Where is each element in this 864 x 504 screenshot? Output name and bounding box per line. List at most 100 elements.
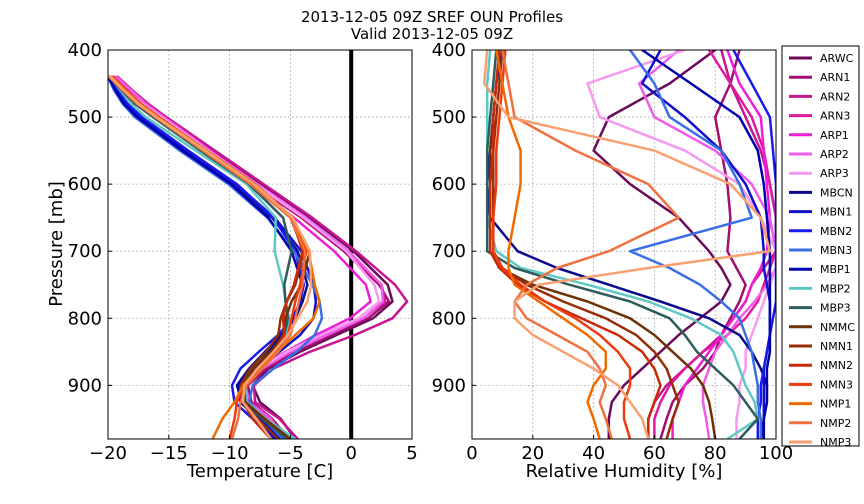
legend-label: MBN3 (820, 244, 852, 257)
series-line-arp3 (586, 50, 776, 439)
legend-label: ARP3 (820, 167, 849, 180)
y-tick-label: 700 (68, 241, 102, 262)
legend-label: MBP1 (820, 263, 851, 276)
humidity-x-ticks: 0 20 40 60 80 100 (466, 435, 793, 464)
legend-label: NMMC (820, 321, 855, 334)
legend-label: NMP1 (820, 398, 851, 411)
series-line-mbn1 (640, 50, 772, 439)
legend-label: NMP2 (820, 417, 851, 430)
humidity-axes-frame (471, 49, 777, 440)
legend-label: ARP1 (820, 129, 849, 142)
series-line-nmp2 (501, 50, 680, 439)
legend-entry: MBP3 (789, 302, 851, 315)
humidity-x-label: Relative Humidity [%] (526, 461, 723, 482)
legend-label: NMP3 (820, 436, 851, 449)
temperature-x-ticks: −20 −15 −10 −5 0 5 (89, 435, 418, 464)
legend-entry: MBN3 (789, 244, 852, 257)
y-tick-label: 900 (68, 375, 102, 396)
series-line-mbp3 (485, 50, 760, 439)
legend-entry: NMP2 (789, 417, 851, 430)
series-line-nmp1 (110, 75, 321, 439)
legend-label: ARWC (820, 52, 854, 65)
series-line-nmmc (108, 75, 312, 439)
series-line-mbp3 (108, 75, 293, 439)
series-line-nmn1 (110, 75, 306, 439)
series-line-mbp1 (640, 50, 772, 439)
legend: ARWC ARN1 ARN2 ARN3 ARP1 ARP2 ARP3 MBCN MBN1 MBN2… (781, 45, 860, 449)
legend-entry: MBCN (789, 186, 853, 199)
y-tick-label: 400 (68, 40, 102, 61)
temperature-axes-frame (107, 49, 413, 440)
legend-entry: ARN1 (789, 71, 850, 84)
legend-label: ARN3 (820, 110, 850, 123)
legend-entry: ARP1 (789, 129, 849, 142)
legend-label: NMN3 (820, 378, 853, 391)
series-line-mbn2 (732, 50, 776, 439)
legend-entry: NMMC (789, 321, 855, 334)
legend-label: ARN2 (820, 90, 850, 103)
series-line-nmmc (488, 50, 717, 439)
legend-label: MBCN (820, 186, 853, 199)
legend-entry: NMN1 (789, 340, 853, 353)
legend-entry: NMN3 (789, 378, 853, 391)
x-tick-label: 5 (406, 443, 417, 464)
x-tick-label: −5 (277, 443, 304, 464)
x-tick-label: 20 (521, 443, 544, 464)
y-tick-label: 500 (432, 107, 466, 128)
x-tick-label: 80 (704, 443, 727, 464)
series-line-mbn1 (108, 75, 318, 439)
y-tick-label: 900 (432, 375, 466, 396)
legend-label: MBN1 (820, 206, 852, 219)
legend-label: ARN1 (820, 71, 850, 84)
x-tick-label: 100 (759, 443, 793, 464)
legend-label: NMN1 (820, 340, 853, 353)
series-line-nmp3 (109, 75, 313, 439)
series-line-arwc (592, 50, 732, 439)
series-line-arn2 (116, 75, 409, 439)
x-tick-label: 0 (345, 443, 356, 464)
x-tick-label: −10 (211, 443, 249, 464)
legend-label: MBP3 (820, 302, 851, 315)
legend-entry: ARN2 (789, 90, 850, 103)
series-line-nmn3 (492, 50, 632, 439)
y-tick-label: 700 (432, 241, 466, 262)
humidity-series (482, 50, 776, 439)
temperature-series (108, 75, 409, 439)
y-tick-label: 800 (68, 308, 102, 329)
y-tick-label: 400 (432, 40, 466, 61)
y-tick-label: 600 (68, 174, 102, 195)
legend-entry: MBP2 (789, 282, 851, 295)
x-tick-label: −20 (89, 443, 127, 464)
legend-frame (781, 45, 860, 447)
legend-entry: MBN1 (789, 206, 852, 219)
y-tick-label: 800 (432, 308, 466, 329)
temperature-x-label: Temperature [C] (186, 461, 333, 482)
legend-label: MBN2 (820, 225, 852, 238)
legend-label: ARP2 (820, 148, 849, 161)
legend-entry: MBN2 (789, 225, 852, 238)
series-line-mbn2 (108, 75, 306, 439)
x-tick-label: 60 (643, 443, 666, 464)
x-tick-label: −15 (150, 443, 188, 464)
legend-entry: ARN3 (789, 110, 850, 123)
series-line-nmp3 (482, 50, 772, 439)
humidity-panel: 0 20 40 60 80 100 400 500 600 700 800 900 Relative… (432, 40, 794, 482)
series-line-mbp2 (109, 75, 297, 439)
series-line-nmn2 (488, 50, 662, 439)
legend-entry: NMP3 (789, 436, 851, 449)
pressure-y-label: Pressure [mb] (46, 181, 67, 307)
y-tick-label: 600 (432, 174, 466, 195)
y-tick-label: 500 (68, 107, 102, 128)
legend-entry: NMP1 (789, 398, 851, 411)
legend-entry: ARWC (789, 52, 854, 65)
series-line-nmn2 (109, 75, 304, 439)
chart-subtitle: Valid 2013-12-05 09Z (351, 25, 513, 43)
legend-entry: MBP1 (789, 263, 851, 276)
legend-entry: ARP2 (789, 148, 849, 161)
temperature-panel: −20 −15 −10 −5 0 5 400 500 600 700 800 900 Tempera… (46, 40, 418, 482)
x-tick-label: 0 (466, 443, 477, 464)
legend-entry: NMN2 (789, 359, 853, 372)
chart-title: 2013-12-05 09Z SREF OUN Profiles (301, 8, 563, 26)
legend-label: NMN2 (820, 359, 853, 372)
